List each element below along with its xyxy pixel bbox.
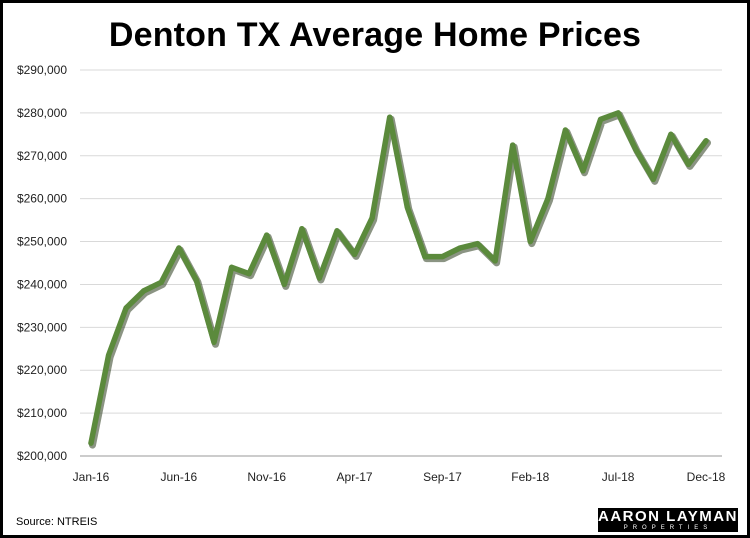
data-point bbox=[264, 233, 269, 238]
logo-name: AARON LAYMAN bbox=[598, 508, 738, 525]
source-note: Source: NTREIS bbox=[16, 516, 97, 528]
y-tick-label: $280,000 bbox=[17, 106, 67, 120]
data-point bbox=[88, 441, 93, 446]
y-tick-label: $200,000 bbox=[17, 449, 67, 463]
x-tick-label: Dec-18 bbox=[687, 470, 726, 484]
x-axis-ticks: Jan-16 Jun-16 Nov-16 Apr-17 Sep-17 Feb-18 Jul-… bbox=[73, 470, 726, 484]
data-point bbox=[282, 282, 287, 287]
data-point bbox=[352, 252, 357, 257]
data-point bbox=[370, 215, 375, 220]
data-point bbox=[510, 142, 515, 147]
brand-logo: AARON LAYMAN PROPERTIES bbox=[598, 508, 738, 532]
series-line bbox=[91, 113, 706, 443]
data-point bbox=[633, 147, 638, 152]
x-tick-label: Sep-17 bbox=[423, 470, 462, 484]
data-point bbox=[387, 115, 392, 120]
data-point bbox=[651, 177, 656, 182]
data-point bbox=[703, 138, 708, 143]
data-point bbox=[334, 228, 339, 233]
data-point bbox=[580, 168, 585, 173]
series-group bbox=[88, 110, 708, 445]
data-point bbox=[229, 265, 234, 270]
data-point bbox=[176, 245, 181, 250]
data-point bbox=[247, 271, 252, 276]
data-point bbox=[124, 305, 129, 310]
data-point bbox=[106, 353, 111, 358]
y-tick-label: $230,000 bbox=[17, 320, 67, 334]
data-point bbox=[405, 205, 410, 210]
x-tick-label: Jul-18 bbox=[602, 470, 635, 484]
x-tick-label: Jan-16 bbox=[73, 470, 110, 484]
x-tick-label: Apr-17 bbox=[337, 470, 373, 484]
data-point bbox=[668, 132, 673, 137]
data-point bbox=[141, 288, 146, 293]
y-tick-label: $270,000 bbox=[17, 149, 67, 163]
data-point bbox=[686, 162, 691, 167]
y-tick-label: $220,000 bbox=[17, 363, 67, 377]
y-tick-label: $210,000 bbox=[17, 406, 67, 420]
logo-subtitle: PROPERTIES bbox=[598, 525, 738, 532]
data-point bbox=[545, 196, 550, 201]
x-tick-label: Nov-16 bbox=[247, 470, 286, 484]
y-axis-ticks: $200,000 $210,000 $220,000 $230,000 $240,000… bbox=[17, 63, 67, 463]
data-point bbox=[211, 340, 216, 345]
x-tick-label: Jun-16 bbox=[161, 470, 198, 484]
y-tick-label: $240,000 bbox=[17, 277, 67, 291]
data-point bbox=[616, 110, 621, 115]
data-point bbox=[422, 254, 427, 259]
data-point bbox=[299, 226, 304, 231]
data-point bbox=[598, 117, 603, 122]
x-tick-label: Feb-18 bbox=[511, 470, 549, 484]
data-point bbox=[475, 241, 480, 246]
data-point bbox=[317, 275, 322, 280]
data-point bbox=[159, 280, 164, 285]
data-point bbox=[528, 239, 533, 244]
data-point bbox=[493, 258, 498, 263]
data-point bbox=[440, 254, 445, 259]
data-point bbox=[194, 278, 199, 283]
y-tick-label: $290,000 bbox=[17, 63, 67, 77]
data-point bbox=[563, 127, 568, 132]
data-point bbox=[457, 245, 462, 250]
y-tick-label: $250,000 bbox=[17, 235, 67, 249]
y-tick-label: $260,000 bbox=[17, 192, 67, 206]
